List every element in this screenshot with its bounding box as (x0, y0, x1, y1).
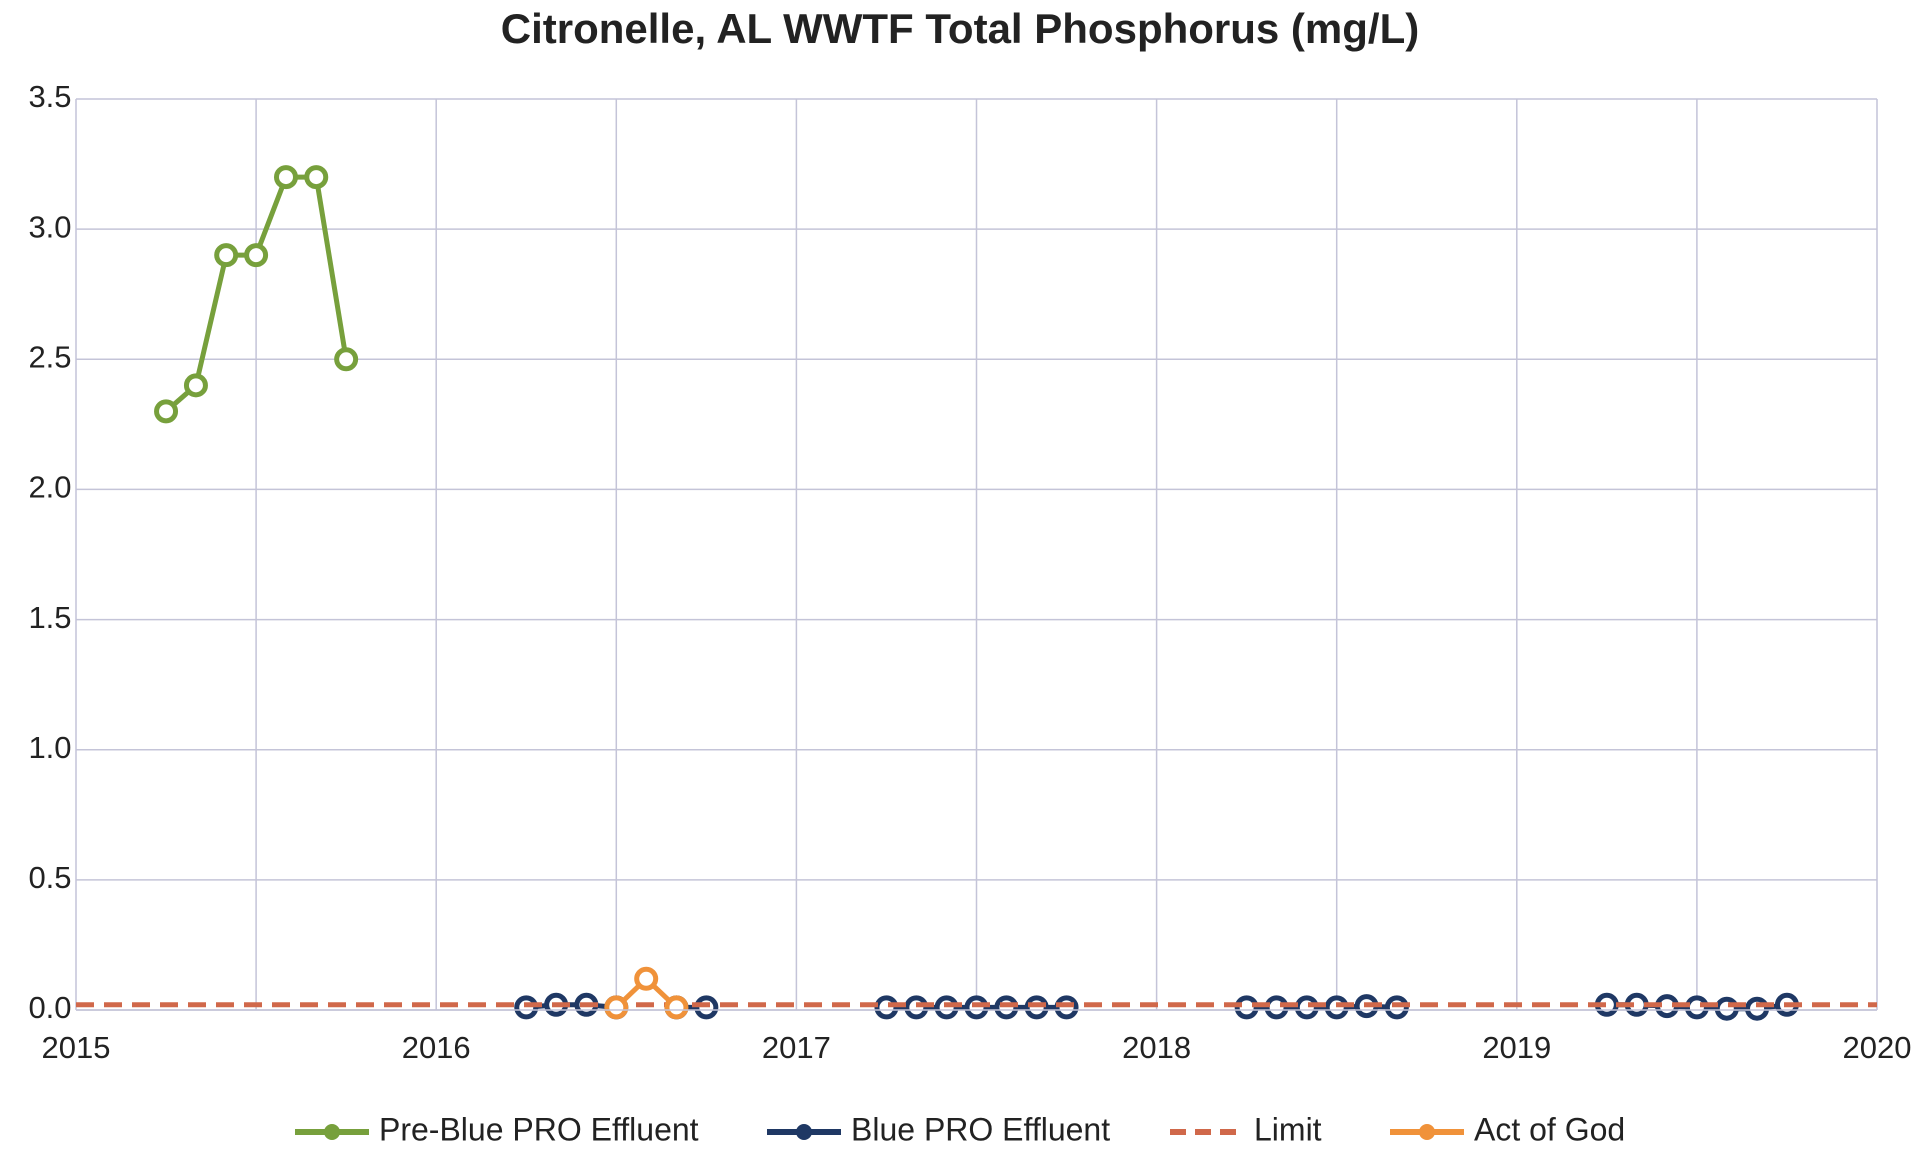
data-point (244, 243, 269, 268)
data-point (1024, 995, 1049, 1020)
data-point (874, 995, 899, 1020)
data-point (1714, 996, 1739, 1021)
legend-label: Act of God (1474, 1111, 1625, 1147)
data-point (934, 995, 959, 1020)
data-point (214, 243, 239, 268)
data-point (514, 995, 539, 1020)
data-point (994, 995, 1019, 1020)
y-tick-label: 3.5 (28, 79, 71, 114)
data-point (183, 373, 208, 398)
data-point (334, 347, 359, 372)
data-point (904, 995, 929, 1020)
data-point (154, 399, 179, 424)
y-tick-label: 2.0 (28, 470, 71, 505)
data-point (1324, 995, 1349, 1020)
legend-marker (324, 1124, 340, 1140)
y-tick-label: 3.0 (28, 209, 71, 244)
data-point (273, 165, 298, 190)
data-point (304, 165, 329, 190)
x-tick-label: 2017 (762, 1030, 831, 1065)
data-point (1684, 995, 1709, 1020)
data-point (964, 995, 989, 1020)
y-tick-label: 1.0 (28, 730, 71, 765)
legend-marker (1419, 1124, 1435, 1140)
legend-label: Limit (1254, 1111, 1322, 1147)
data-point (1384, 995, 1409, 1020)
legend-marker (796, 1124, 812, 1140)
data-point (664, 995, 689, 1020)
data-point (1054, 995, 1079, 1020)
data-point (1264, 995, 1289, 1020)
x-tick-label: 2016 (402, 1030, 471, 1065)
chart-title: Citronelle, AL WWTF Total Phosphorus (mg… (501, 5, 1419, 52)
data-point (1294, 995, 1319, 1020)
data-point (604, 995, 629, 1020)
x-tick-label: 2015 (42, 1030, 111, 1065)
x-tick-label: 2020 (1843, 1030, 1912, 1065)
x-tick-label: 2018 (1122, 1030, 1191, 1065)
data-point (1234, 995, 1259, 1020)
legend-label: Blue PRO Effluent (851, 1111, 1110, 1147)
legend-label: Pre-Blue PRO Effluent (379, 1111, 699, 1147)
y-tick-label: 1.5 (28, 600, 71, 635)
x-tick-label: 2019 (1482, 1030, 1551, 1065)
data-point (634, 966, 659, 991)
y-tick-label: 0.0 (28, 990, 71, 1025)
y-tick-label: 2.5 (28, 339, 71, 374)
data-point (694, 995, 719, 1020)
data-point (1745, 996, 1770, 1021)
y-tick-label: 0.5 (28, 860, 71, 895)
